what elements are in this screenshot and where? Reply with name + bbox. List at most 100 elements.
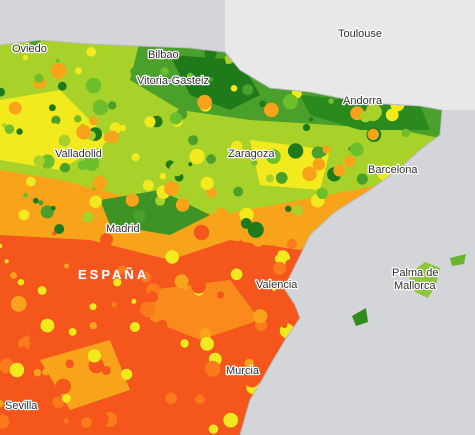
terrain-cell — [94, 411, 109, 427]
terrain-cell — [0, 324, 5, 334]
island-mallorca — [408, 262, 440, 298]
terrain-cell — [83, 155, 100, 172]
terrain-cell — [282, 94, 298, 110]
terrain-cell — [395, 140, 408, 153]
terrain-cell — [174, 274, 189, 289]
terrain-cell — [247, 221, 264, 238]
terrain-cell — [40, 205, 54, 219]
terrain-cell — [222, 190, 229, 196]
terrain-cell — [169, 112, 183, 125]
region-fill — [170, 55, 260, 110]
terrain-cell — [81, 417, 92, 429]
terrain-cell — [273, 261, 286, 275]
terrain-cell — [74, 67, 82, 75]
terrain-cell — [302, 166, 317, 182]
terrain-cell — [17, 278, 25, 286]
terrain-cell — [34, 73, 44, 83]
terrain-cell — [286, 238, 297, 249]
terrain-cell — [33, 155, 45, 167]
terrain-cell — [52, 304, 68, 320]
terrain-cell — [50, 123, 60, 132]
terrain-cell — [89, 321, 98, 330]
terrain-cell — [0, 414, 10, 429]
terrain-cell — [208, 77, 214, 82]
island-menorca — [450, 254, 466, 266]
terrain-cell — [158, 418, 172, 431]
terrain-cell — [58, 134, 71, 147]
terrain-cell — [251, 159, 258, 166]
terrain-cell — [230, 268, 243, 281]
terrain-cell — [165, 250, 179, 264]
terrain-cell — [90, 49, 96, 56]
place-label: Andorra — [343, 95, 383, 107]
terrain-cell — [50, 205, 56, 211]
terrain-cell — [202, 146, 209, 152]
terrain-cell — [103, 133, 112, 142]
place-label: Madrid — [106, 223, 140, 235]
terrain-cell — [46, 277, 60, 291]
terrain-cell — [33, 368, 42, 377]
terrain-cell — [233, 186, 244, 197]
terrain-cell — [142, 179, 154, 191]
terrain-cell — [117, 49, 132, 64]
terrain-cell — [40, 247, 50, 257]
coastline — [0, 39, 443, 435]
terrain-cell — [309, 117, 314, 122]
france — [225, 0, 475, 110]
terrain-cell — [401, 128, 410, 138]
terrain-cell — [244, 358, 254, 368]
terrain-cell — [0, 243, 3, 249]
terrain-cell — [254, 272, 259, 277]
terrain-cell — [207, 271, 214, 278]
terrain-cell — [0, 400, 4, 408]
terrain-cell — [10, 257, 22, 269]
terrain-cell — [169, 162, 184, 177]
terrain-cell — [111, 301, 117, 308]
terrain-cell — [191, 278, 207, 294]
terrain-cell — [109, 319, 117, 327]
terrain-cell — [259, 354, 272, 367]
region-fill — [150, 280, 260, 340]
terrain-cell — [285, 259, 295, 269]
terrain-cell — [131, 153, 140, 162]
terrain-cell — [121, 368, 133, 380]
terrain-cell — [242, 84, 254, 96]
terrain-cell — [182, 147, 191, 157]
terrain-cell — [266, 174, 274, 183]
terrain-cell — [222, 398, 235, 411]
terrain-cell — [140, 301, 156, 318]
terrain-cell — [225, 85, 230, 91]
terrain-cell — [240, 218, 252, 229]
terrain-cell — [147, 244, 159, 256]
terrain-cell — [333, 164, 346, 177]
terrain-cell — [42, 368, 50, 376]
terrain-cell — [200, 337, 215, 351]
terrain-cell — [158, 162, 163, 167]
terrain-cell — [385, 108, 399, 122]
place-label: Valencia — [256, 279, 298, 291]
terrain-cell — [130, 67, 138, 76]
terrain-cell — [142, 336, 159, 353]
terrain-cell — [9, 362, 25, 378]
terrain-cell — [230, 85, 238, 92]
terrain-cell — [49, 104, 56, 112]
terrain-cell — [302, 123, 311, 132]
terrain-cell — [22, 54, 28, 61]
terrain-cell — [55, 58, 60, 63]
terrain-cell — [216, 291, 225, 299]
terrain-cell — [23, 192, 28, 198]
terrain-cell — [0, 87, 5, 97]
terrain-cell — [189, 148, 205, 165]
terrain-cell — [68, 328, 77, 336]
terrain-cell — [95, 140, 104, 149]
terrain-cell — [265, 245, 279, 258]
terrain-cell — [223, 412, 238, 428]
terrain-cell — [113, 278, 122, 287]
place-label: Bilbao — [148, 49, 179, 61]
terrain-cell — [185, 413, 199, 428]
terrain-cell — [1, 123, 7, 128]
terrain-cell — [57, 81, 67, 91]
terrain-cell — [206, 154, 216, 164]
terrain-cell — [225, 59, 231, 65]
